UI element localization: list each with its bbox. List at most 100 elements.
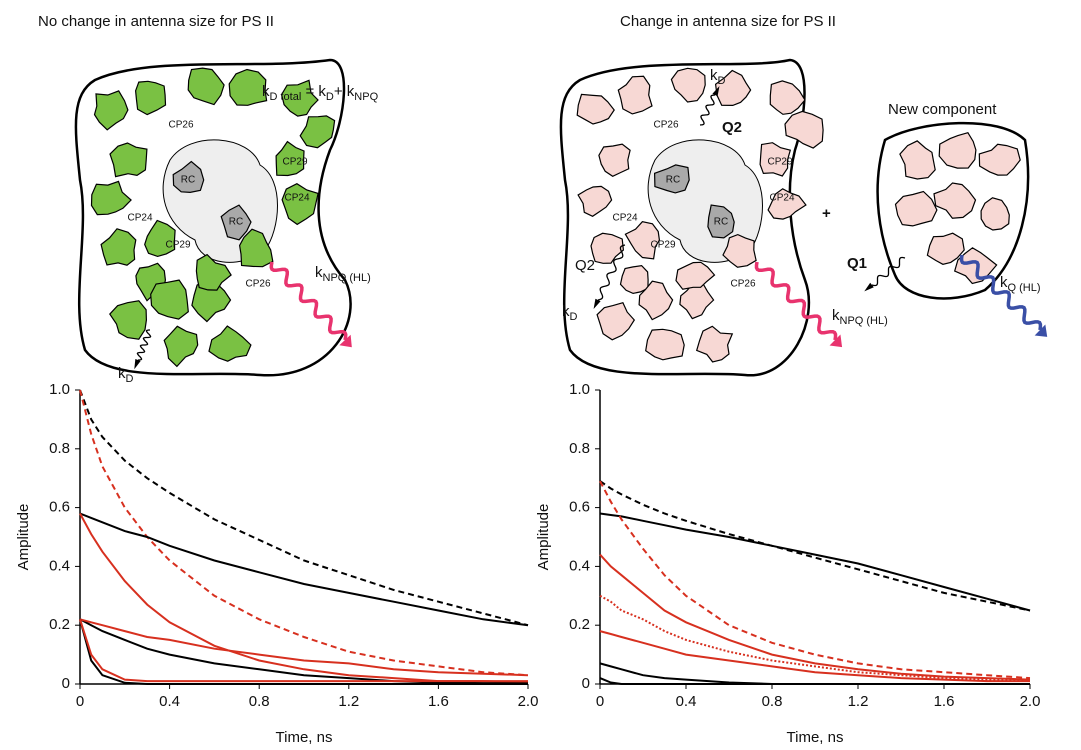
protein	[675, 261, 716, 290]
symbol: k	[118, 365, 126, 382]
protein-label: CP24	[127, 213, 152, 224]
x-tick-label: 0	[76, 693, 84, 710]
new-component-label: New component	[888, 101, 997, 118]
data-line	[79, 389, 529, 677]
rate-label: kNPQ (HL)	[315, 264, 371, 284]
x-tick-label: 1.2	[848, 693, 869, 710]
protein-label: CP29	[165, 240, 190, 251]
protein	[577, 185, 613, 217]
x-tick-label: 2.0	[518, 693, 539, 710]
energy-arrow	[269, 261, 348, 341]
x-axis-label: Time, ns	[276, 729, 333, 746]
protein	[275, 140, 305, 177]
data-line	[599, 630, 1030, 683]
energy-arrow	[871, 256, 906, 287]
protein	[953, 247, 998, 285]
protein-label: CP29	[650, 240, 675, 251]
subscript: NPQ (HL)	[840, 315, 888, 327]
symbol: + k	[334, 83, 355, 100]
y-tick-label: 0.2	[569, 616, 590, 633]
protein	[172, 160, 205, 194]
protein	[695, 325, 734, 363]
protein	[624, 221, 661, 260]
x-tick-label: 2.0	[1020, 693, 1041, 710]
subscript: D total	[270, 91, 302, 103]
protein	[645, 328, 685, 361]
protein	[619, 264, 649, 295]
protein	[638, 280, 674, 321]
protein	[299, 115, 336, 149]
protein	[281, 183, 319, 226]
protein	[109, 142, 148, 178]
protein	[238, 228, 274, 268]
protein	[220, 204, 252, 241]
protein-label: RC	[714, 217, 728, 228]
x-tick-label: 0	[596, 693, 604, 710]
data-line	[79, 618, 528, 683]
protein-label: CP29	[767, 157, 792, 168]
subscript: D	[570, 311, 578, 323]
protein	[759, 142, 792, 177]
subscript: NPQ	[354, 91, 378, 103]
protein-label: CP24	[769, 193, 794, 204]
data-line	[79, 513, 529, 684]
protein	[576, 93, 615, 125]
protein	[707, 204, 735, 239]
symbol: k	[262, 83, 270, 100]
x-axis-label: Time, ns	[787, 729, 844, 746]
x-tick-label: 1.6	[934, 693, 955, 710]
protein	[280, 79, 319, 117]
protein	[187, 67, 225, 106]
protein-label: CP29	[282, 157, 307, 168]
data-line	[79, 619, 528, 685]
protein	[109, 300, 148, 340]
arrow-head	[829, 334, 843, 348]
protein-label: RC	[181, 175, 195, 186]
x-tick-label: 0.4	[676, 693, 697, 710]
energy-arrow	[699, 94, 716, 126]
protein	[617, 75, 653, 115]
y-tick-label: 0.8	[569, 440, 590, 457]
panel-title: No change in antenna size for PS II	[38, 13, 274, 30]
y-axis-label: Amplitude	[535, 504, 552, 571]
arrow-head	[339, 334, 352, 348]
rate-label: kD	[710, 67, 726, 87]
protein	[144, 219, 176, 258]
data-line	[79, 512, 529, 627]
rate-label: kQ (HL)	[1000, 274, 1041, 294]
x-tick-label: 0.8	[249, 693, 270, 710]
protein-label: RC	[229, 217, 243, 228]
protein-label: CP26	[653, 120, 678, 131]
protein	[926, 232, 965, 265]
data-line	[599, 677, 1030, 685]
protein	[90, 180, 132, 216]
protein	[769, 80, 806, 115]
protein-label: RC	[666, 175, 680, 186]
y-tick-label: 0	[582, 675, 590, 692]
protein	[598, 143, 631, 177]
protein	[938, 131, 977, 169]
x-tick-label: 0.8	[762, 693, 783, 710]
x-tick-label: 1.2	[338, 693, 359, 710]
protein	[899, 140, 936, 180]
y-tick-label: 0.8	[49, 440, 70, 457]
protein	[208, 325, 252, 362]
rate-label: kD	[118, 365, 134, 385]
protein-label: CP26	[168, 120, 193, 131]
symbol: k	[1000, 274, 1008, 291]
protein	[150, 279, 189, 320]
symbol: k	[315, 264, 323, 281]
symbol: k	[832, 307, 840, 324]
protein	[195, 253, 232, 291]
data-line	[599, 480, 1031, 612]
y-tick-label: 1.0	[49, 381, 70, 398]
arrow-head	[593, 298, 601, 309]
symbol: k	[562, 303, 570, 320]
y-tick-label: 0.4	[569, 557, 590, 574]
arrow-head	[1034, 324, 1048, 337]
protein	[93, 90, 129, 131]
protein	[670, 67, 706, 103]
protein-label: CP24	[284, 193, 309, 204]
y-tick-label: 0.6	[569, 499, 590, 516]
